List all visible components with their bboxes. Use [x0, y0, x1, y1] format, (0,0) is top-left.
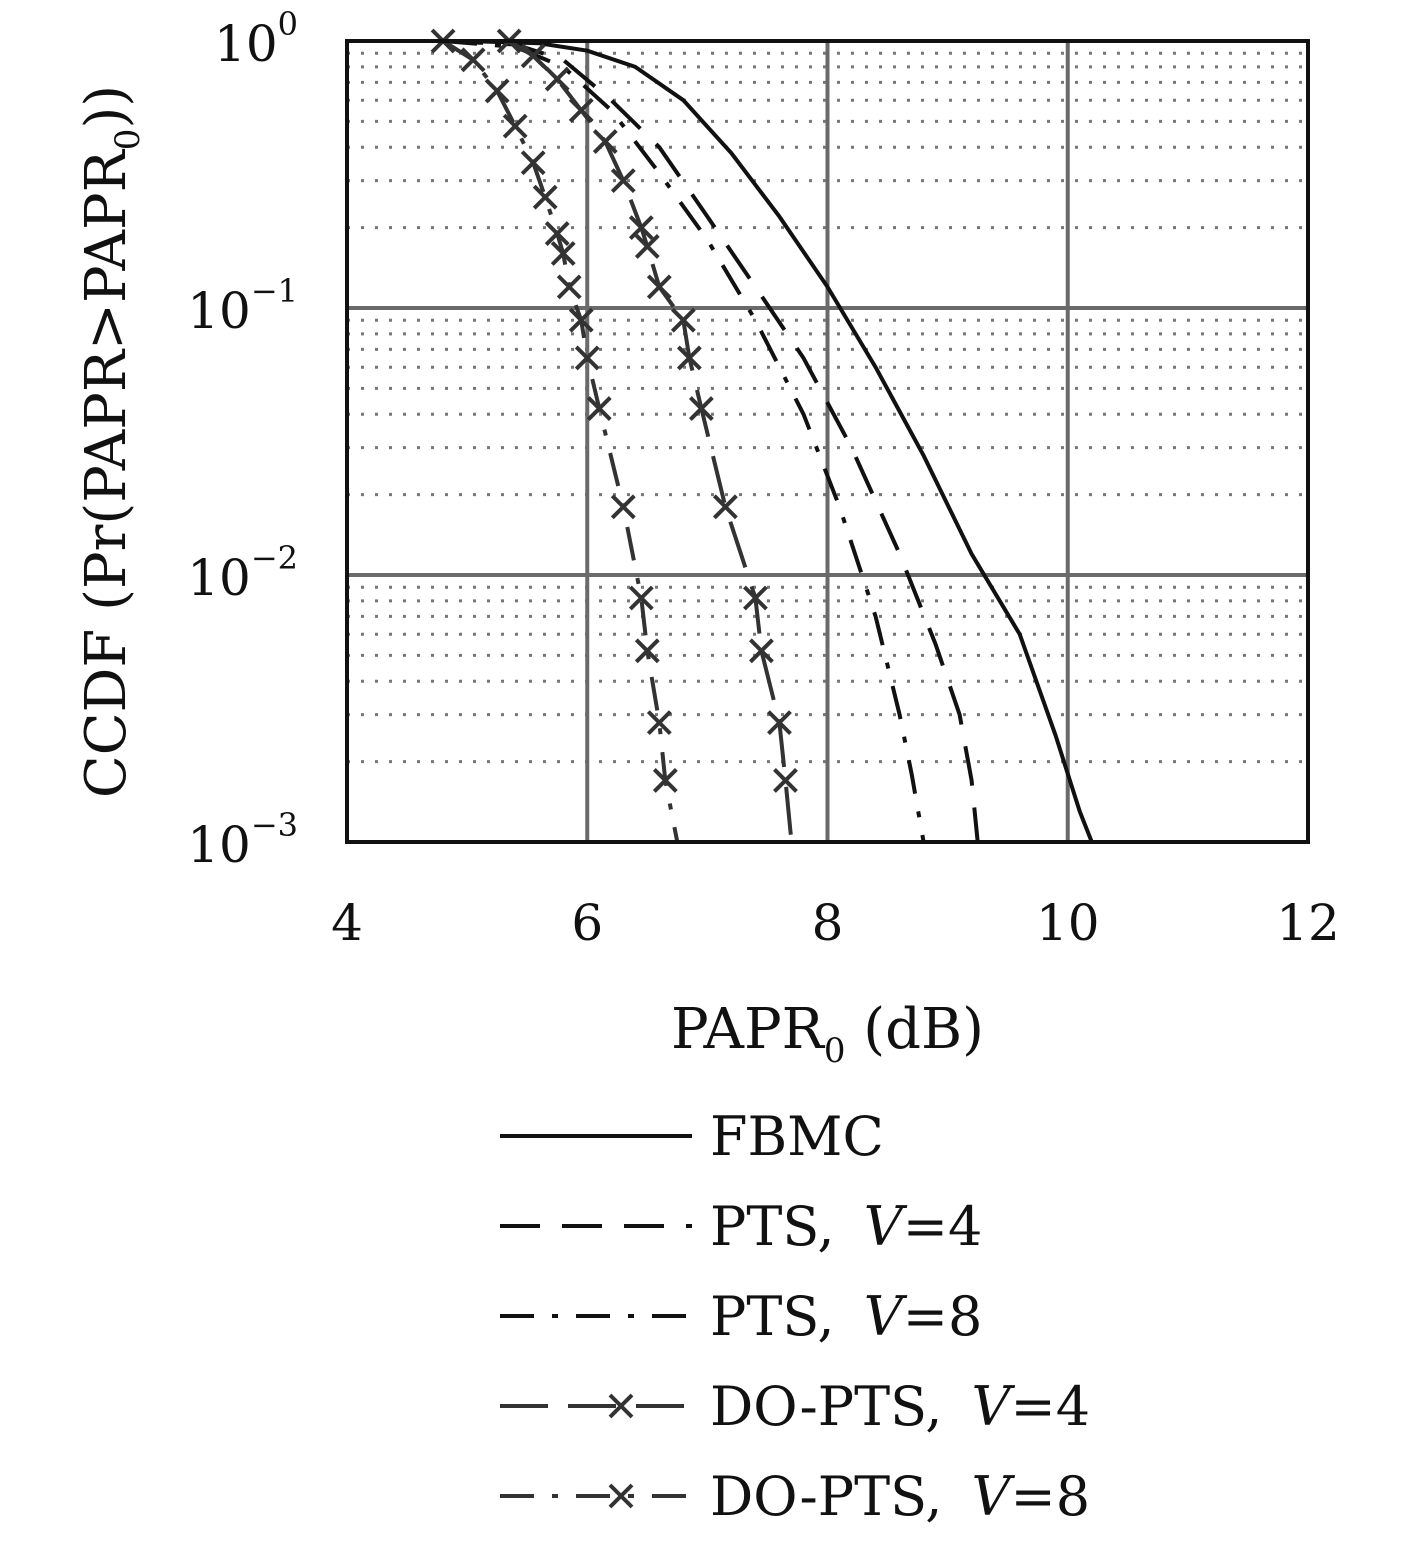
data-point-marker [502, 113, 528, 139]
x-tick-label: 10 [1036, 894, 1100, 952]
data-point-marker [646, 274, 672, 300]
x-axis-title-main: PAPR [671, 997, 826, 1062]
legend-label: DO-PTS, V=4 [710, 1375, 1090, 1438]
data-point-marker [634, 638, 660, 664]
data-point-marker [749, 638, 774, 664]
legend-marker [608, 1483, 634, 1509]
data-point-marker [670, 307, 696, 333]
y-axis-title: CCDF (Pr(PAPR>PAPR0)) [74, 85, 148, 798]
x-axis-title-unit: (dB) [845, 997, 984, 1062]
data-point-marker [610, 168, 636, 194]
series-pts-v-4 [443, 39, 980, 843]
legend: FBMC PTS, V=4 PTS, V=8 DO-PTS, V=4 DO-PTS, V… [500, 1105, 1090, 1528]
series-pts-v-8 [442, 39, 926, 843]
data-point-marker [688, 396, 714, 422]
x-tick-labels: 4 6 8 10 12 [331, 894, 1340, 952]
y-tick-label: 10−2 [187, 539, 298, 607]
data-point-marker [712, 494, 738, 520]
legend-label: PTS, V=8 [710, 1285, 982, 1348]
x-axis-title-sub: 0 [824, 1031, 846, 1071]
x-tick-label: 6 [571, 894, 603, 952]
data-point-marker [676, 345, 702, 371]
data-point-marker [568, 97, 594, 123]
data-point-marker [550, 241, 576, 266]
series-fbmc [347, 39, 1094, 843]
series-do-pts-v-4 [496, 28, 798, 843]
legend-marker [608, 1393, 634, 1419]
legend-entry: FBMC [500, 1105, 884, 1168]
y-axis-title-end: )) [74, 85, 139, 129]
data-point-marker [460, 47, 486, 73]
series-line [347, 39, 1094, 843]
data-point-marker [568, 307, 594, 333]
x-tick-label: 4 [331, 894, 363, 952]
x-tick-label: 8 [812, 894, 844, 952]
legend-entry: DO-PTS, V=4 [500, 1375, 1090, 1438]
series-line [442, 39, 680, 843]
data-point-marker [646, 710, 672, 736]
y-tick-label: 10−3 [187, 806, 298, 874]
y-tick-labels: 100 10−1 10−2 10−3 [187, 5, 298, 874]
y-axis-title-main: CCDF (Pr(PAPR>PAPR [74, 148, 139, 798]
data-point-marker [592, 129, 618, 155]
data-point-marker [767, 710, 792, 736]
data-point-marker [544, 221, 570, 246]
series-line [443, 39, 980, 843]
data-point-marker [532, 184, 558, 210]
y-tick-label: 10−1 [187, 272, 298, 340]
series-do-pts-v-8 [430, 28, 680, 843]
series-layer [347, 28, 1094, 843]
data-point-marker [520, 150, 546, 176]
plot-frame [345, 39, 1310, 844]
data-point-marker [628, 585, 654, 611]
legend-entry: PTS, V=4 [500, 1195, 982, 1258]
data-point-marker [610, 494, 636, 520]
legend-label: DO-PTS, V=8 [710, 1465, 1090, 1528]
y-tick-label: 100 [214, 5, 298, 73]
data-point-marker [544, 66, 570, 92]
data-point-marker [520, 43, 546, 69]
legend-label: PTS, V=4 [710, 1195, 982, 1258]
data-point-marker [628, 215, 654, 241]
legend-entry: DO-PTS, V=8 [500, 1465, 1090, 1528]
grid [345, 39, 1310, 844]
legend-entry: PTS, V=8 [500, 1285, 982, 1348]
series-line [442, 39, 926, 843]
data-point-marker [574, 345, 600, 371]
data-point-marker [634, 234, 660, 259]
data-point-marker [484, 78, 510, 104]
y-axis-title-sub: 0 [108, 129, 148, 151]
data-point-marker [556, 274, 582, 300]
data-point-marker [586, 396, 612, 422]
legend-label: FBMC [710, 1105, 884, 1168]
x-tick-label: 12 [1276, 894, 1340, 952]
x-axis-title: PAPR0 (dB) [671, 997, 984, 1071]
data-point-marker [743, 585, 768, 611]
data-point-marker [773, 768, 798, 793]
data-point-marker [652, 768, 678, 793]
